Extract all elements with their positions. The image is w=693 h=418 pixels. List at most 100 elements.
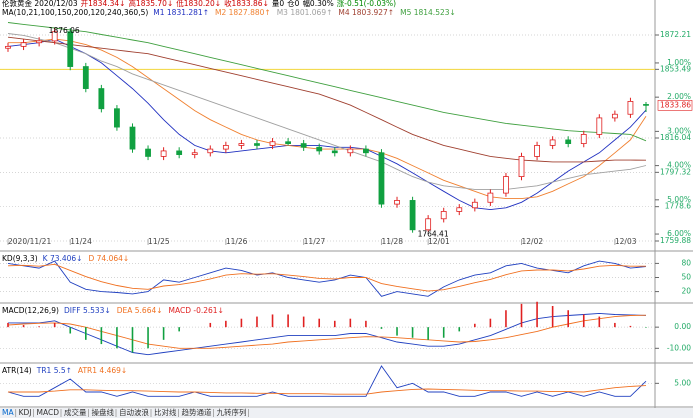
x-tick-label: 11/28 [381,237,403,246]
candle-body [269,141,276,146]
y-tick-label: 2.00% [667,92,691,101]
y-tick-label: 3.00% [667,126,691,135]
x-tick-label: 11/25 [148,237,170,246]
y-tick-label: 5.00 [674,378,691,387]
series-line [7,22,647,142]
indicator-title: MACD(12,26,9) [2,306,59,315]
legend-entry: M3 1801.069↑ [277,8,333,17]
candle-body [643,104,649,106]
x-tick-label: 11/27 [304,237,326,246]
candle-body [129,126,136,150]
indicator-tab[interactable]: 成交量 [64,407,87,417]
candle-body [238,143,245,146]
min-annotation: 1764.41 [418,230,449,239]
candle-body [176,150,183,155]
legend-entry: TR1 5.5↑ [36,366,72,375]
y-tick-label: -10.00 [667,343,691,352]
candle-body [534,145,540,157]
series-line [7,365,647,397]
x-tick-label: 11/26 [226,237,248,246]
candle-body [222,145,229,150]
max-annotation: 1876.06 [49,26,80,35]
candle-body [394,200,400,205]
series-line [7,260,647,297]
candle-body [191,152,198,155]
candle-body [67,31,74,67]
legend-entry: M5 1814.523↓ [400,8,456,17]
candle-body [5,45,11,49]
candle-body [51,31,58,42]
candle-body [611,113,618,119]
y-tick-label: 1853.49 [660,64,691,73]
candle-body [549,139,556,146]
quote-field: 高1835.70↓ [128,0,173,8]
candle-body [596,117,603,135]
x-tick-label: 2020/11/21 [8,237,51,246]
series-line [7,33,647,190]
x-tick-label: 12/02 [522,237,544,246]
candle-body [98,88,105,110]
x-tick-label: 12/03 [615,237,637,246]
quote-field: 幅0.30% [302,0,333,8]
candle-body [347,148,354,154]
tab-bar [0,408,693,418]
candle-body [316,146,323,152]
indicator-tab[interactable]: 九转序列 [217,407,247,417]
y-tick-label: 5.00% [667,195,691,204]
indicator-title: ATR(14) [2,366,32,375]
indicator-tab[interactable]: MACD [37,408,60,417]
indicator-tab[interactable]: KDJ [19,408,32,417]
y-tick-label: 6.00% [667,229,691,238]
indicator-tab[interactable]: 操盘线 [92,407,115,417]
candle-body [36,40,43,44]
candle-body [331,150,338,154]
y-tick-label: 50 [681,273,691,282]
last-price-box [657,100,693,111]
quote-field: 涨-0.51(-0.03%) [337,0,396,8]
candle-body [145,148,151,157]
candle-body [254,143,260,146]
indicator-tab[interactable]: 比对线 [154,407,177,417]
indicator-title: MA(10,21,100,150,200,120,240,360,5) [2,8,148,17]
indicator-tab[interactable]: MA [2,408,14,417]
y-tick-label: 1.00% [667,58,691,67]
candle-body [503,176,509,194]
y-tick-label: 80 [681,258,691,267]
legend-entry: M1 1831.281↑ [153,8,209,17]
legend-entry: K 73.406↓ [43,254,83,263]
candle-body [285,141,291,144]
series-line [7,263,646,292]
indicator-tab[interactable]: 趋势通道 [182,407,212,417]
candle-body [440,211,447,220]
candle-body [580,134,587,144]
legend-entry: DEA 5.664↓ [117,306,163,315]
last-price: 1833.86 [660,100,691,109]
y-tick-label: 4.00% [667,161,691,170]
legend-entry: M4 1803.927↑ [338,8,394,17]
candle-body [20,42,27,47]
y-tick-label: 1797.32 [660,167,691,176]
candle-body [300,143,307,148]
series-line [8,312,647,356]
quote-field: 仓0 [287,0,299,8]
quote-field: 收1833.86↓ [224,0,269,8]
legend-entry: DIFF 5.533↓ [64,306,111,315]
candle-body [487,192,494,203]
candle-body [627,101,634,115]
indicator-title: KD(9,3,3) [2,254,38,263]
y-tick-label: 20 [681,287,691,296]
quote-field: 低1830.20↓ [176,0,221,8]
series-line [8,38,647,200]
indicator-tab[interactable]: 自动波浪 [119,407,149,417]
candle-body [456,207,463,212]
candle-body [207,148,214,154]
candle-body [82,66,89,89]
series-line [7,38,647,211]
candle-body [363,148,369,154]
candle-body [471,201,478,209]
candle-body [518,156,525,177]
candle-body [409,200,416,231]
candle-body [378,152,385,205]
legend-entry: M2 1827.880↑ [215,8,271,17]
